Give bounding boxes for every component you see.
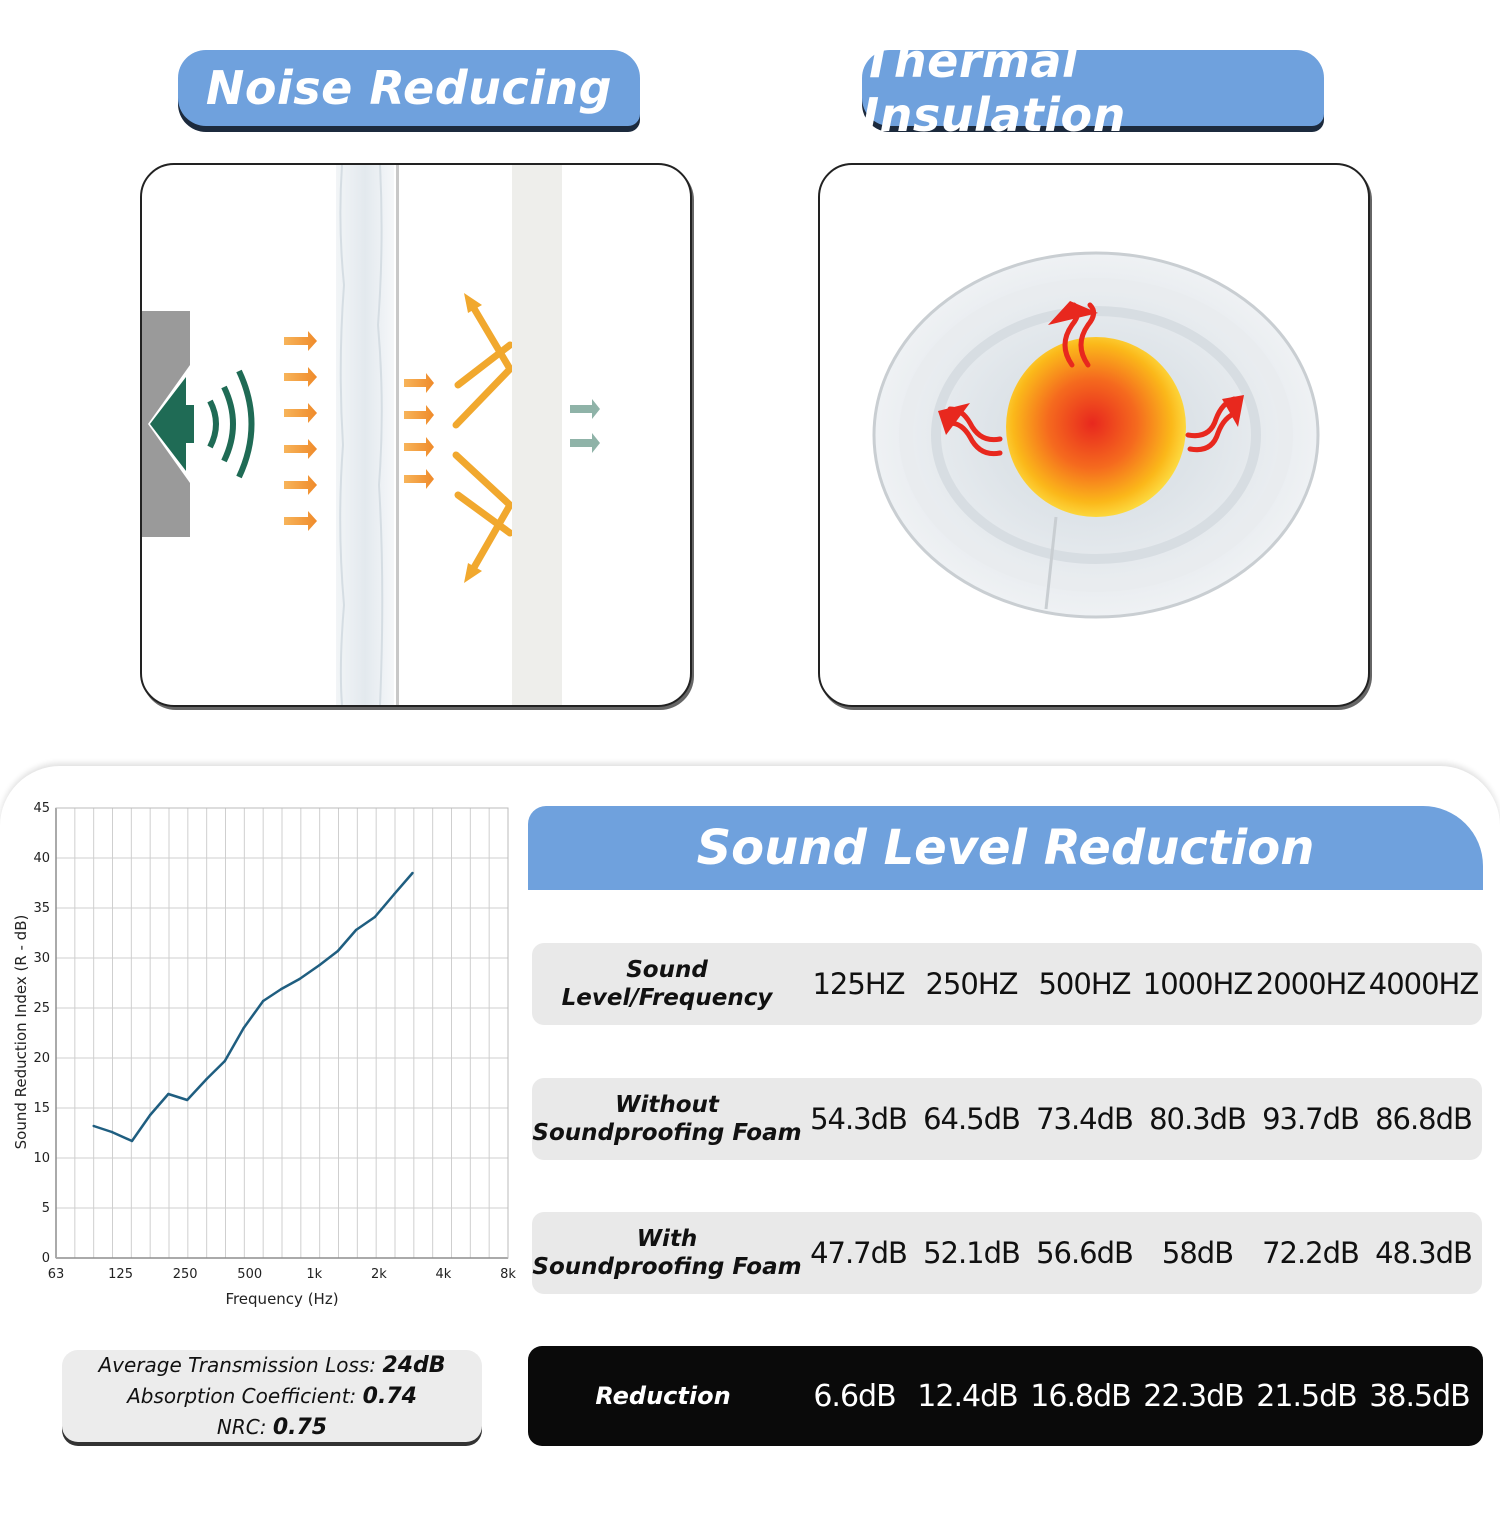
table-cell: 64.5dB (923, 1102, 1021, 1136)
passed-sound-arrows (570, 399, 600, 453)
table-cell: 52.1dB (923, 1236, 1021, 1270)
table-cell: 1000HZ (1142, 967, 1253, 1001)
acoustic-summary-box: Average Transmission Loss: 24dB Absorpti… (62, 1350, 482, 1442)
y-tick-label: 45 (33, 801, 50, 816)
y-tick-label: 30 (33, 951, 50, 966)
table-cell: 6.6dB (813, 1378, 896, 1414)
table-row-without-foam: Without Soundproofing Foam 54.3dB 64.5dB … (532, 1078, 1482, 1160)
table-cell: 12.4dB (917, 1378, 1018, 1414)
absorption-coefficient: Absorption Coefficient: 0.74 (127, 1383, 417, 1409)
table-cell: 58dB (1161, 1236, 1234, 1270)
reflected-sound-arrows (452, 301, 515, 575)
noise-reducing-title: Noise Reducing (178, 50, 640, 126)
table-cell: 73.4dB (1036, 1102, 1134, 1136)
x-tick-label: 1k (306, 1267, 322, 1282)
row-label: Reduction (595, 1382, 731, 1410)
y-tick-label: 20 (33, 1051, 50, 1066)
sound-level-reduction-title: Sound Level Reduction (528, 806, 1483, 890)
series-point (411, 871, 414, 875)
series-point (298, 977, 301, 981)
x-tick-label: 4k (436, 1267, 452, 1282)
thermal-illustration (872, 251, 1320, 619)
table-cell: 54.3dB (810, 1102, 908, 1136)
series-point (148, 1113, 152, 1117)
wall-layer (512, 165, 562, 705)
avg-transmission-loss: Average Transmission Loss: 24dB (98, 1352, 446, 1378)
x-tick-label: 250 (173, 1267, 198, 1282)
series-point (110, 1130, 114, 1134)
table-cell: 56.6dB (1036, 1236, 1134, 1270)
table-cell: 47.7dB (810, 1236, 908, 1270)
series-point (223, 1059, 227, 1063)
x-tick-label: 500 (237, 1267, 262, 1282)
series-point (205, 1077, 208, 1081)
series-point (242, 1026, 245, 1030)
series-point (261, 999, 265, 1003)
heat-source-icon (1006, 337, 1186, 517)
row-label: With Soundproofing Foam (532, 1226, 802, 1280)
row-label: Without Soundproofing Foam (532, 1092, 802, 1146)
table-cell: 48.3dB (1375, 1236, 1473, 1270)
x-tick-label: 125 (108, 1267, 133, 1282)
table-cell: 21.5dB (1256, 1378, 1357, 1414)
nrc-value: NRC: 0.75 (216, 1414, 328, 1440)
table-cell: 86.8dB (1375, 1102, 1473, 1136)
table-cell: 4000HZ (1368, 967, 1479, 1001)
series-point (167, 1092, 170, 1096)
y-tick-label: 0 (42, 1251, 50, 1266)
y-tick-label: 5 (42, 1201, 50, 1216)
series-line (93, 872, 414, 1143)
x-tick-label: 2k (371, 1267, 387, 1282)
table-cell: 125HZ (812, 967, 905, 1001)
foam-layer (336, 165, 394, 705)
table-cell: 500HZ (1038, 967, 1131, 1001)
series-point (373, 915, 377, 919)
speaker-icon (148, 365, 255, 483)
series-point (318, 963, 321, 967)
y-tick-label: 15 (33, 1101, 50, 1116)
noise-illustration (142, 165, 600, 705)
table-cell: 22.3dB (1143, 1378, 1244, 1414)
table-cell: 16.8dB (1030, 1378, 1131, 1414)
table-cell: 93.7dB (1262, 1102, 1360, 1136)
y-tick-label: 10 (33, 1151, 50, 1166)
incoming-sound-arrows (284, 331, 317, 531)
table-row-reduction: Reduction 6.6dB 12.4dB 16.8dB 22.3dB 21.… (528, 1346, 1483, 1446)
series-point (354, 928, 358, 932)
chart-grid (55, 807, 509, 1259)
series-point (185, 1098, 189, 1102)
table-cell: 38.5dB (1369, 1378, 1470, 1414)
transmitted-sound-arrows (404, 373, 434, 489)
thermal-insulation-title: Thermal Insulation (862, 34, 1324, 142)
sound-reduction-chart: 0 5 10 15 20 25 30 35 40 45 63 125 250 500 1k 2k 4k 8k Fr… (12, 801, 516, 1308)
table-cell: 2000HZ (1255, 967, 1366, 1001)
thermal-illustration-panel (818, 163, 1370, 707)
noise-illustration-panel (140, 163, 692, 707)
table-cell: 80.3dB (1149, 1102, 1247, 1136)
table-row-with-foam: With Soundproofing Foam 47.7dB 52.1dB 56.… (532, 1212, 1482, 1294)
series-point (393, 892, 396, 896)
row-label: Sound Level/Frequency (561, 957, 773, 1011)
series-point (280, 987, 283, 991)
y-tick-label: 40 (33, 851, 50, 866)
series-point (336, 949, 340, 953)
table-row-frequency: Sound Level/Frequency 125HZ 250HZ 500HZ … (532, 943, 1482, 1025)
y-tick-label: 35 (33, 901, 50, 916)
x-tick-label: 8k (500, 1267, 516, 1282)
table-cell: 72.2dB (1262, 1236, 1360, 1270)
x-tick-label: 63 (48, 1267, 65, 1282)
table-cell: 250HZ (925, 967, 1018, 1001)
series-point (130, 1139, 134, 1143)
chart-x-axis-label: Frequency (Hz) (225, 1290, 338, 1308)
chart-y-axis-label: Sound Reduction Index (R - dB) (12, 915, 30, 1150)
series-point (92, 1124, 95, 1128)
plot-frame (55, 807, 509, 1259)
y-tick-label: 25 (33, 1001, 50, 1016)
